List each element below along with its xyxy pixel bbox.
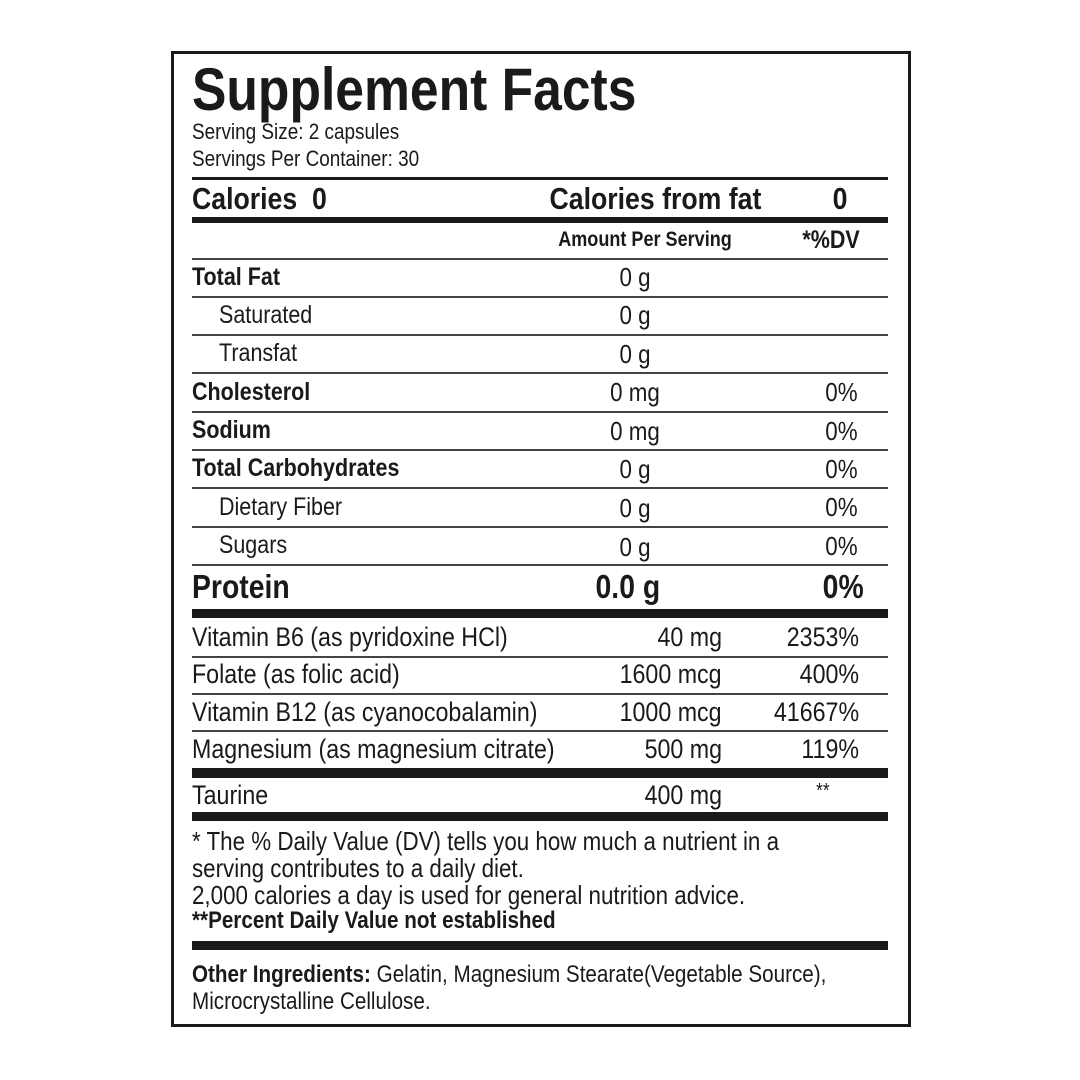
divider — [192, 656, 888, 658]
divider — [192, 258, 888, 260]
nutrient-dv: 0% — [825, 531, 858, 561]
nutrient-name: Sodium — [192, 416, 271, 444]
nutrient-name: Dietary Fiber — [219, 493, 343, 521]
nutrient-amount: 0 g — [619, 532, 651, 562]
nutrient-name: Sugars — [219, 531, 288, 559]
nutrient-dv: 0% — [825, 416, 858, 446]
calories-row: Calories 0 — [192, 183, 327, 214]
nutrient-dv: 0% — [825, 377, 858, 407]
nutrient-amount: 0 g — [619, 493, 651, 523]
divider — [192, 564, 888, 566]
other-ingredients-text: Microcrystalline Cellulose. — [192, 988, 431, 1015]
nutrient-name: Cholesterol — [192, 378, 311, 406]
vitamin-dv: 41667% — [773, 697, 859, 727]
vitamin-amount: 500 mg — [644, 734, 722, 764]
amount-per-serving-header: Amount Per Serving — [558, 228, 732, 251]
divider — [192, 411, 888, 413]
footnote: * The % Daily Value (DV) tells you how m… — [192, 826, 780, 856]
other-ingredients-text: Gelatin, Magnesium Stearate(Vegetable So… — [370, 961, 827, 988]
divider — [192, 526, 888, 528]
divider — [192, 941, 888, 950]
vitamin-amount: 1000 mcg — [620, 697, 722, 727]
supplement-facts-panel — [171, 51, 911, 1027]
divider — [192, 296, 888, 298]
divider — [192, 487, 888, 489]
calories-value: 0 — [312, 181, 327, 216]
nutrient-name: Transfat — [219, 339, 298, 367]
panel-title: Supplement Facts — [192, 56, 637, 123]
vitamin-amount: 40 mg — [657, 622, 722, 652]
calories-from-fat-label: Calories from fat — [549, 181, 761, 216]
vitamin-dv: 400% — [799, 659, 859, 689]
calories-from-fat-value: 0 — [832, 181, 848, 216]
vitamin-amount: 1600 mcg — [620, 659, 722, 689]
footnote: serving contributes to a daily diet. — [192, 853, 524, 883]
footnote: **Percent Daily Value not established — [192, 907, 556, 934]
divider — [192, 177, 888, 180]
calories-label: Calories — [192, 181, 298, 216]
vitamin-name: Vitamin B12 (as cyanocobalamin) — [192, 697, 538, 727]
protein-name: Protein — [192, 568, 290, 605]
nutrient-amount: 0 g — [619, 300, 651, 330]
servings-per-container: Servings Per Container: 30 — [192, 146, 420, 171]
divider — [192, 372, 888, 374]
divider — [192, 768, 888, 778]
vitamin-dv: 119% — [801, 734, 859, 764]
dv-header: *%DV — [802, 226, 860, 254]
other-ingredients: Other Ingredients: Gelatin, Magnesium St… — [192, 963, 826, 987]
nutrient-name: Saturated — [219, 301, 313, 329]
protein-amount: 0.0 g — [595, 568, 660, 605]
nutrient-name: Total Carbohydrates — [192, 454, 400, 482]
footnote: 2,000 calories a day is used for general… — [192, 880, 746, 910]
nutrient-dv: 0% — [825, 492, 858, 522]
divider — [192, 609, 888, 618]
taurine-name: Taurine — [192, 780, 269, 810]
taurine-dv: ** — [816, 780, 830, 802]
divider — [192, 730, 888, 732]
taurine-amount: 400 mg — [644, 780, 722, 810]
nutrient-name: Total Fat — [192, 263, 280, 291]
divider — [192, 693, 888, 695]
nutrient-amount: 0 g — [619, 454, 651, 484]
nutrient-dv: 0% — [825, 454, 858, 484]
divider — [192, 449, 888, 451]
protein-dv: 0% — [822, 568, 864, 605]
nutrient-amount: 0 mg — [610, 377, 660, 407]
vitamin-name: Vitamin B6 (as pyridoxine HCl) — [192, 622, 508, 652]
vitamin-name: Folate (as folic acid) — [192, 659, 400, 689]
nutrient-amount: 0 g — [619, 262, 651, 292]
nutrient-amount: 0 g — [619, 339, 651, 369]
serving-size: Serving Size: 2 capsules — [192, 119, 400, 144]
vitamin-dv: 2353% — [786, 622, 859, 652]
nutrient-amount: 0 mg — [610, 416, 660, 446]
vitamin-name: Magnesium (as magnesium citrate) — [192, 734, 555, 764]
divider — [192, 217, 888, 223]
divider — [192, 334, 888, 336]
other-ingredients-label: Other Ingredients: — [192, 961, 371, 988]
divider — [192, 812, 888, 821]
